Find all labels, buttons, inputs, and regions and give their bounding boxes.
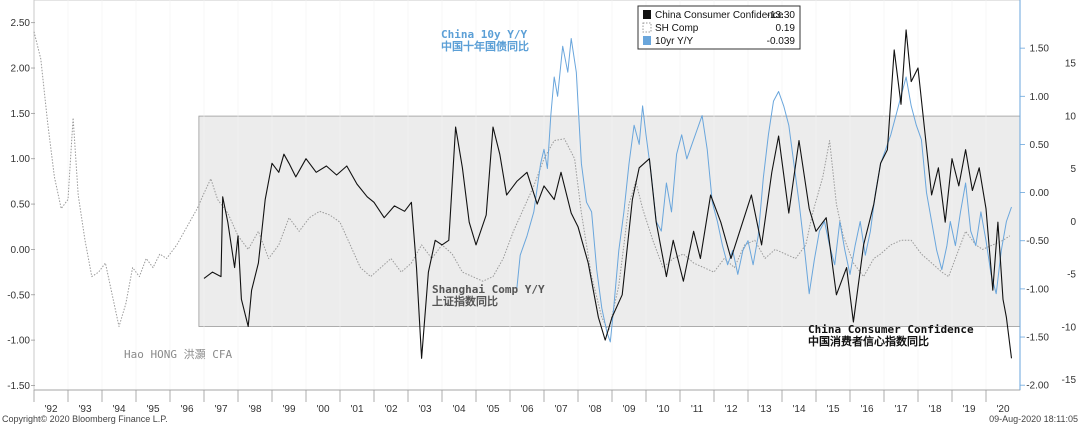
right-outer-tick-label: -10 — [1062, 322, 1077, 333]
series-line-10yr — [516, 38, 1012, 343]
legend-value-sh: 0.19 — [776, 23, 796, 34]
left-tick-label: -1.50 — [7, 381, 30, 392]
series-line-consumer-confidence — [203, 29, 1013, 359]
x-tick-label: '09 — [622, 404, 635, 415]
x-tick-label: '01 — [350, 404, 363, 415]
x-tick-label: '08 — [588, 404, 601, 415]
x-tick-label: '94 — [112, 404, 125, 415]
left-tick-label: 2.00 — [11, 64, 31, 75]
x-tick-label: '12 — [724, 404, 737, 415]
annotation-cn10y-zh: 中国十年国债同比 — [441, 39, 529, 53]
right-inner-y-axis: 1.50 1.00 0.50 0.00 -0.50 -1.00 -1.50 -2.00 — [1020, 44, 1049, 392]
x-tick-label: '92 — [44, 404, 57, 415]
legend-swatch-10y — [643, 36, 651, 45]
gridlines — [67, 0, 987, 390]
x-tick-label: '11 — [691, 404, 704, 415]
series-line-sh-comp — [33, 31, 1011, 332]
right-inner-tick-label: -1.50 — [1026, 333, 1049, 344]
x-axis: '92 '93 '94 '95 '96 '97 '98 '99 '00 '01 '02 '03 '04 '… — [33, 389, 1020, 415]
x-tick-label: '10 — [656, 404, 669, 415]
left-tick-label: 0.00 — [11, 245, 31, 256]
legend-label-sh: SH Comp — [655, 23, 699, 34]
right-outer-tick-label: 15 — [1065, 59, 1077, 70]
series-layer — [33, 29, 1013, 359]
shaded-band — [198, 115, 1021, 327]
annotation-sh-zh: 上证指数同比 — [432, 294, 498, 308]
right-outer-tick-label: 10 — [1065, 111, 1077, 122]
legend-label-cc: China Consumer Confidence — [655, 10, 784, 21]
x-tick-label: '07 — [554, 404, 567, 415]
right-outer-tick-label: -5 — [1067, 270, 1076, 281]
left-y-axis: 2.50 2.00 1.50 1.00 0.50 0.00 -0.50 -1.00 -1.50 — [7, 18, 35, 392]
annotation-cn10y-en: China 10y Y/Y — [441, 28, 527, 41]
right-inner-tick-label: -2.00 — [1026, 381, 1049, 392]
left-tick-label: -1.00 — [7, 336, 30, 347]
x-tick-label: '03 — [418, 404, 431, 415]
left-tick-label: 2.50 — [11, 18, 31, 29]
author-credit: Hao HONG 洪灝 CFA — [124, 347, 232, 361]
x-tick-label: '20 — [996, 404, 1009, 415]
x-tick-label: '95 — [146, 404, 159, 415]
x-tick-label: '98 — [248, 404, 261, 415]
annotation-cc-en: China Consumer Confidence — [808, 323, 974, 336]
x-tick-label: '99 — [282, 404, 295, 415]
legend: China Consumer Confidence -13.30 SH Comp… — [637, 5, 801, 50]
x-tick-label: '96 — [180, 404, 193, 415]
right-outer-y-axis: 15 10 5 0 -5 -10 -15 — [1062, 59, 1077, 386]
right-inner-tick-label: 0.00 — [1030, 188, 1050, 199]
footer-copyright: Copyright© 2020 Bloomberg Finance L.P. — [2, 414, 168, 424]
right-inner-tick-label: -1.00 — [1026, 284, 1049, 295]
annotation-sh-en: Shanghai Comp Y/Y — [432, 283, 545, 296]
right-outer-tick-label: 0 — [1070, 217, 1076, 228]
legend-value-cc: -13.30 — [767, 10, 796, 21]
x-tick-label: '16 — [860, 404, 873, 415]
x-tick-label: '17 — [894, 404, 907, 415]
right-inner-tick-label: 0.50 — [1030, 140, 1050, 151]
x-tick-label: '02 — [384, 404, 397, 415]
right-inner-tick-label: 1.00 — [1030, 92, 1050, 103]
left-tick-label: 1.50 — [11, 109, 31, 120]
left-tick-label: 1.00 — [11, 154, 31, 165]
annotation-cc-zh: 中国消费者信心指数同比 — [808, 334, 929, 348]
x-tick-label: '05 — [486, 404, 499, 415]
x-tick-label: '06 — [520, 404, 533, 415]
right-inner-tick-label: 1.50 — [1030, 44, 1050, 55]
footer-timestamp: 09-Aug-2020 18:11:05 — [989, 414, 1078, 424]
x-tick-label: '15 — [826, 404, 839, 415]
x-tick-label: '13 — [758, 404, 771, 415]
right-outer-tick-label: -15 — [1062, 375, 1077, 386]
legend-swatch-cc — [643, 10, 651, 19]
x-tick-label: '18 — [928, 404, 941, 415]
legend-label-10y: 10yr Y/Y — [655, 36, 693, 47]
x-tick-label: '97 — [214, 404, 227, 415]
left-tick-label: 0.50 — [11, 200, 31, 211]
x-tick-label: '19 — [962, 404, 975, 415]
legend-swatch-sh — [642, 22, 652, 33]
x-tick-label: '04 — [452, 404, 465, 415]
x-tick-label: '93 — [78, 404, 91, 415]
legend-value-10y: -0.039 — [767, 36, 796, 47]
x-tick-label: '14 — [792, 404, 805, 415]
right-outer-tick-label: 5 — [1070, 164, 1076, 175]
left-tick-label: -0.50 — [7, 290, 30, 301]
right-inner-tick-label: -0.50 — [1026, 236, 1049, 247]
x-tick-label: '00 — [316, 404, 329, 415]
